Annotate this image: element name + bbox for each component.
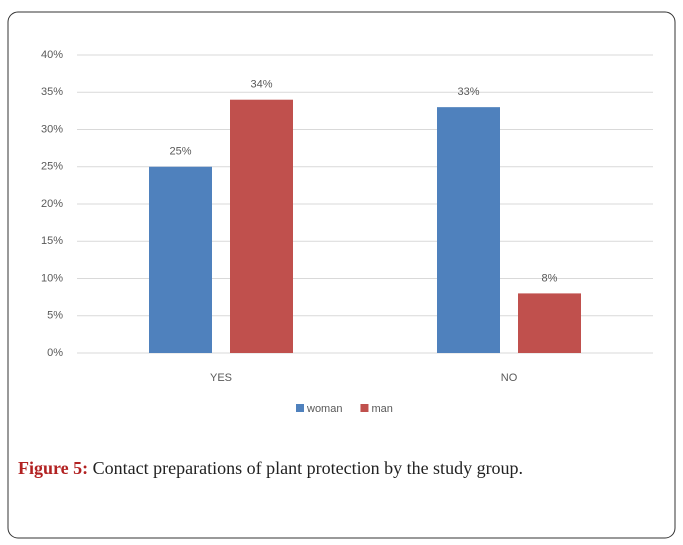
value-label: 33% — [457, 86, 479, 98]
legend-swatch — [360, 404, 369, 412]
y-tick-label: 5% — [47, 310, 63, 322]
bar — [149, 166, 212, 353]
legend-swatch — [296, 404, 304, 412]
bar — [518, 293, 581, 353]
legend-label: woman — [306, 403, 342, 415]
legend-label: man — [371, 403, 392, 415]
y-tick-label: 25% — [41, 161, 63, 173]
y-tick-label: 20% — [41, 198, 63, 210]
caption: Figure 5: Contact preparations of plant … — [18, 455, 665, 482]
value-label: 25% — [169, 146, 191, 158]
y-tick-label: 0% — [47, 347, 63, 359]
value-label: 8% — [542, 272, 558, 284]
y-tick-label: 35% — [41, 86, 63, 98]
bar — [230, 99, 293, 353]
caption-text: Contact preparations of plant protection… — [92, 458, 524, 478]
value-label: 34% — [250, 79, 272, 91]
y-tick-label: 10% — [41, 272, 63, 284]
y-tick-label: 30% — [41, 123, 63, 135]
caption-label: Figure 5: — [18, 458, 89, 478]
y-tick-label: 40% — [41, 49, 63, 61]
bar — [437, 107, 500, 354]
x-tick-label: YES — [210, 372, 232, 384]
x-tick-label: NO — [501, 372, 518, 384]
y-tick-label: 15% — [41, 235, 63, 247]
frame — [7, 11, 676, 539]
